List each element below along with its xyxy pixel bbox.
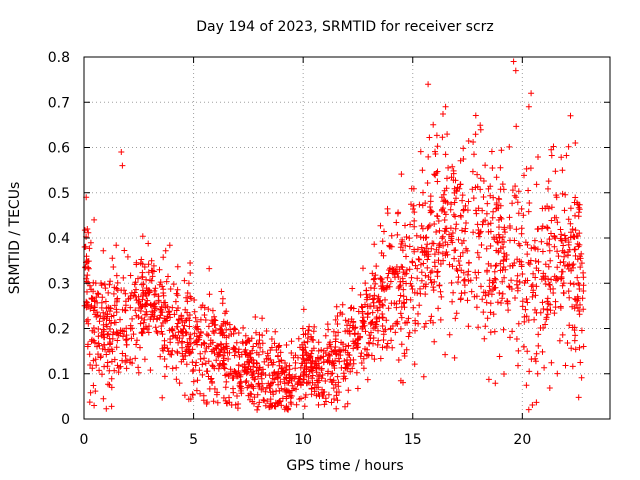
series-scrz-markers [81,58,587,413]
y-tick-label: 0 [61,412,70,428]
y-tick-label: 0.4 [48,231,70,247]
y-axis-label: SRMTID / TECUs [7,182,23,295]
y-tick-label: 0.7 [48,95,70,111]
x-tick-label: 0 [80,432,89,448]
x-tick-label: 20 [513,432,531,448]
y-tick-label: 0.1 [48,367,70,383]
y-tick-label: 0.5 [48,186,70,202]
x-tick-label: 5 [189,432,198,448]
x-axis-label: GPS time / hours [286,458,403,474]
ticks: 0 0.1 0.2 0.3 0.4 0.5 0.6 0.7 0.8 0 5 10 15 20 [48,50,610,448]
data-points [81,58,587,413]
x-tick-label: 10 [294,432,312,448]
y-tick-label: 0.2 [48,322,70,338]
chart-title: Day 194 of 2023, SRMTID for receiver scr… [196,19,494,35]
y-tick-label: 0.8 [48,50,70,66]
x-tick-label: 15 [404,432,422,448]
y-tick-label: 0.6 [48,141,70,157]
y-tick-label: 0.3 [48,276,70,292]
grid [84,57,610,419]
